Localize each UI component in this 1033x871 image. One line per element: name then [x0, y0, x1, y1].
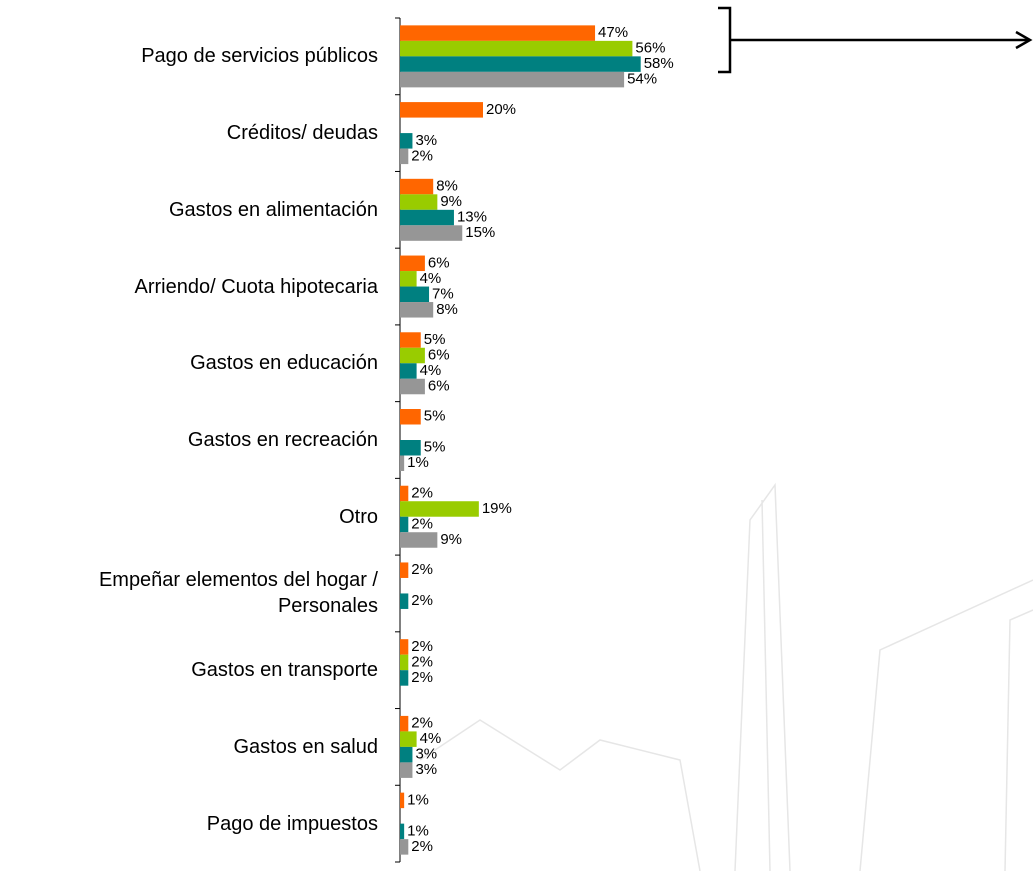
- value-label: 3%: [415, 132, 437, 149]
- category-label: Gastos en recreación: [0, 427, 378, 453]
- value-label: 9%: [440, 193, 462, 210]
- value-label: 20%: [486, 101, 516, 118]
- value-label: 13%: [457, 209, 487, 226]
- bar: [400, 839, 408, 855]
- bar: [400, 655, 408, 671]
- value-label: 4%: [420, 730, 442, 747]
- bar: [400, 287, 429, 303]
- value-label: 6%: [428, 377, 450, 394]
- value-label: 1%: [407, 454, 429, 471]
- chart: 47%56%58%54%20%3%2%8%9%13%15%6%4%7%8%5%6…: [0, 0, 1033, 871]
- category-label: Créditos/ deudas: [0, 120, 378, 146]
- bar: [400, 271, 417, 287]
- value-label: 2%: [411, 147, 433, 164]
- watermark: [420, 485, 1033, 871]
- value-label: 2%: [411, 515, 433, 532]
- value-label: 2%: [411, 592, 433, 609]
- bar: [400, 363, 417, 379]
- bar: [400, 25, 595, 41]
- bar: [400, 225, 462, 241]
- bar: [400, 302, 433, 318]
- category-label: Gastos en educación: [0, 350, 378, 376]
- bar: [400, 486, 408, 502]
- value-label: 5%: [424, 439, 446, 456]
- category-label: Arriendo/ Cuota hipotecaria: [0, 274, 378, 300]
- value-label: 15%: [465, 224, 495, 241]
- bar: [400, 102, 483, 118]
- bar: [400, 793, 404, 809]
- bar: [400, 440, 421, 456]
- value-label: 5%: [424, 408, 446, 425]
- category-label: Otro: [0, 504, 378, 530]
- bar: [400, 639, 408, 655]
- value-label: 3%: [415, 746, 437, 763]
- value-label: 2%: [411, 638, 433, 655]
- bar: [400, 731, 417, 747]
- bar: [400, 501, 479, 517]
- value-label: 4%: [420, 270, 442, 287]
- value-label: 8%: [436, 301, 458, 318]
- value-label: 47%: [598, 24, 628, 41]
- value-label: 6%: [428, 346, 450, 363]
- value-label: 19%: [482, 500, 512, 517]
- category-label: Gastos en alimentación: [0, 197, 378, 223]
- bar: [400, 41, 632, 57]
- value-label: 6%: [428, 254, 450, 271]
- bar: [400, 456, 404, 472]
- value-label: 2%: [411, 484, 433, 501]
- value-label: 58%: [644, 55, 674, 72]
- value-label: 2%: [411, 653, 433, 670]
- value-label: 56%: [635, 40, 665, 57]
- category-label: Gastos en transporte: [0, 657, 378, 683]
- category-label: Pago de servicios públicos: [0, 43, 378, 69]
- category-label: Gastos en salud: [0, 734, 378, 760]
- value-label: 1%: [407, 791, 429, 808]
- bar: [400, 824, 404, 840]
- category-label: Empeñar elementos del hogar / Personales: [0, 567, 378, 619]
- value-label: 54%: [627, 71, 657, 88]
- value-label: 4%: [420, 362, 442, 379]
- bar: [400, 56, 641, 71]
- bracket: [718, 8, 730, 72]
- bar: [400, 379, 425, 395]
- bar: [400, 517, 408, 533]
- bar: [400, 194, 437, 210]
- value-label: 8%: [436, 178, 458, 195]
- bar: [400, 179, 433, 195]
- value-label: 2%: [411, 715, 433, 732]
- bar: [400, 532, 437, 548]
- value-label: 1%: [407, 822, 429, 839]
- bar: [400, 670, 408, 686]
- bar: [400, 716, 408, 732]
- value-label: 9%: [440, 531, 462, 548]
- bar: [400, 332, 421, 348]
- value-label: 7%: [432, 285, 454, 302]
- bar: [400, 210, 454, 226]
- category-label: Pago de impuestos: [0, 811, 378, 837]
- value-label: 2%: [411, 669, 433, 686]
- value-label: 3%: [415, 761, 437, 778]
- value-label: 2%: [411, 838, 433, 855]
- bar: [400, 72, 624, 88]
- value-label: 5%: [424, 331, 446, 348]
- bar: [400, 409, 421, 425]
- bar: [400, 562, 408, 578]
- bar: [400, 256, 425, 272]
- bar: [400, 762, 412, 778]
- bar: [400, 593, 408, 609]
- bar: [400, 348, 425, 364]
- bar: [400, 133, 412, 149]
- bar: [400, 149, 408, 165]
- value-label: 2%: [411, 561, 433, 578]
- bar: [400, 747, 412, 763]
